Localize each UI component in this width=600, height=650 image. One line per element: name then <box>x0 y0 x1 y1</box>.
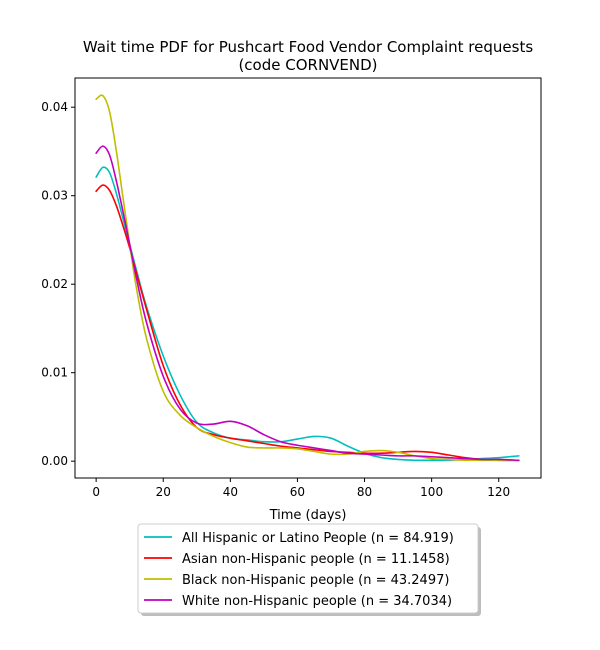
x-tick-label: 80 <box>357 485 372 499</box>
plot-lines <box>95 94 520 462</box>
legend: All Hispanic or Latino People (n = 84.91… <box>137 523 481 616</box>
series-line-4 <box>95 145 520 462</box>
x-tick-label: 100 <box>420 485 443 499</box>
x-tick-label: 60 <box>290 485 305 499</box>
y-tick-label: 0.01 <box>41 366 68 380</box>
y-tick-label: 0.04 <box>41 100 68 114</box>
x-tick-label: 120 <box>487 485 510 499</box>
x-tick-label: 40 <box>223 485 238 499</box>
legend-label-1: All Hispanic or Latino People (n = 84.91… <box>182 531 454 546</box>
plot-frame <box>74 77 542 479</box>
legend-label-3: Black non-Hispanic people (n = 43.2497) <box>182 573 449 588</box>
x-axis-label: Time (days) <box>269 508 347 523</box>
legend-box <box>137 523 479 614</box>
y-tick-label: 0.02 <box>41 277 68 291</box>
y-axis-ticks: 0.00 0.01 0.02 0.03 0.04 <box>41 100 75 468</box>
legend-label-2: Asian non-Hispanic people (n = 11.1458) <box>182 552 450 567</box>
chart-subtitle: (code CORNVEND) <box>238 56 377 74</box>
chart-title: Wait time PDF for Pushcart Food Vendor C… <box>83 38 533 56</box>
legend-entries: All Hispanic or Latino People (n = 84.91… <box>144 531 454 609</box>
x-axis-ticks: 0 20 40 60 80 100 120 <box>92 478 510 499</box>
x-tick-label: 0 <box>92 485 100 499</box>
y-tick-label: 0.00 <box>41 454 68 468</box>
y-tick-label: 0.03 <box>41 189 68 203</box>
x-tick-label: 20 <box>156 485 171 499</box>
legend-label-4: White non-Hispanic people (n = 34.7034) <box>182 594 452 609</box>
